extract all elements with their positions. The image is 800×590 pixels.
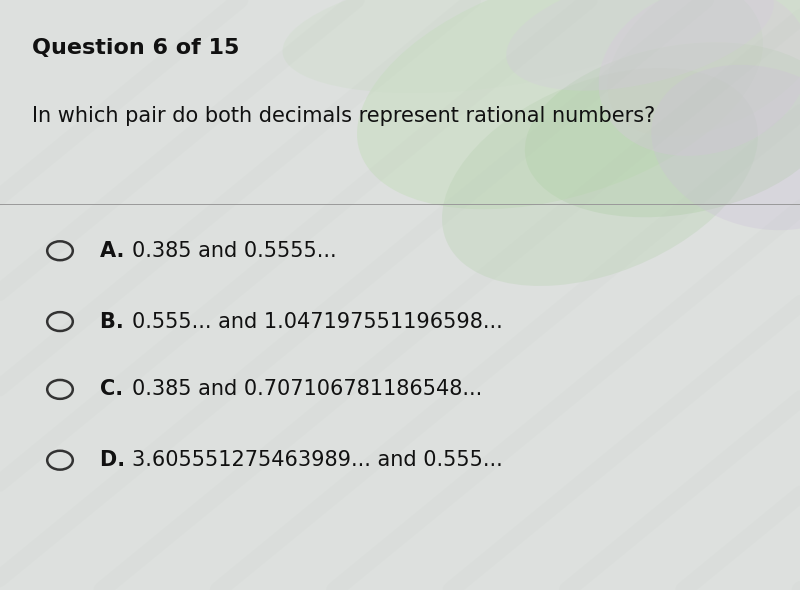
Text: In which pair do both decimals represent rational numbers?: In which pair do both decimals represent…	[32, 106, 655, 126]
Ellipse shape	[506, 0, 774, 91]
Text: B.: B.	[100, 312, 138, 332]
Ellipse shape	[442, 68, 758, 286]
Ellipse shape	[598, 0, 800, 156]
Ellipse shape	[357, 0, 763, 209]
Text: 0.555... and 1.047197551196598...: 0.555... and 1.047197551196598...	[132, 312, 502, 332]
Text: 0.385 and 0.707106781186548...: 0.385 and 0.707106781186548...	[132, 379, 482, 399]
Text: C.: C.	[100, 379, 138, 399]
Ellipse shape	[525, 42, 800, 217]
Text: Question 6 of 15: Question 6 of 15	[32, 38, 239, 58]
Ellipse shape	[607, 0, 800, 137]
Text: D.: D.	[100, 450, 140, 470]
Text: A.: A.	[100, 241, 139, 261]
Text: 3.605551275463989... and 0.555...: 3.605551275463989... and 0.555...	[132, 450, 502, 470]
Text: 0.385 and 0.5555...: 0.385 and 0.5555...	[132, 241, 337, 261]
Ellipse shape	[282, 0, 678, 93]
Ellipse shape	[651, 65, 800, 230]
